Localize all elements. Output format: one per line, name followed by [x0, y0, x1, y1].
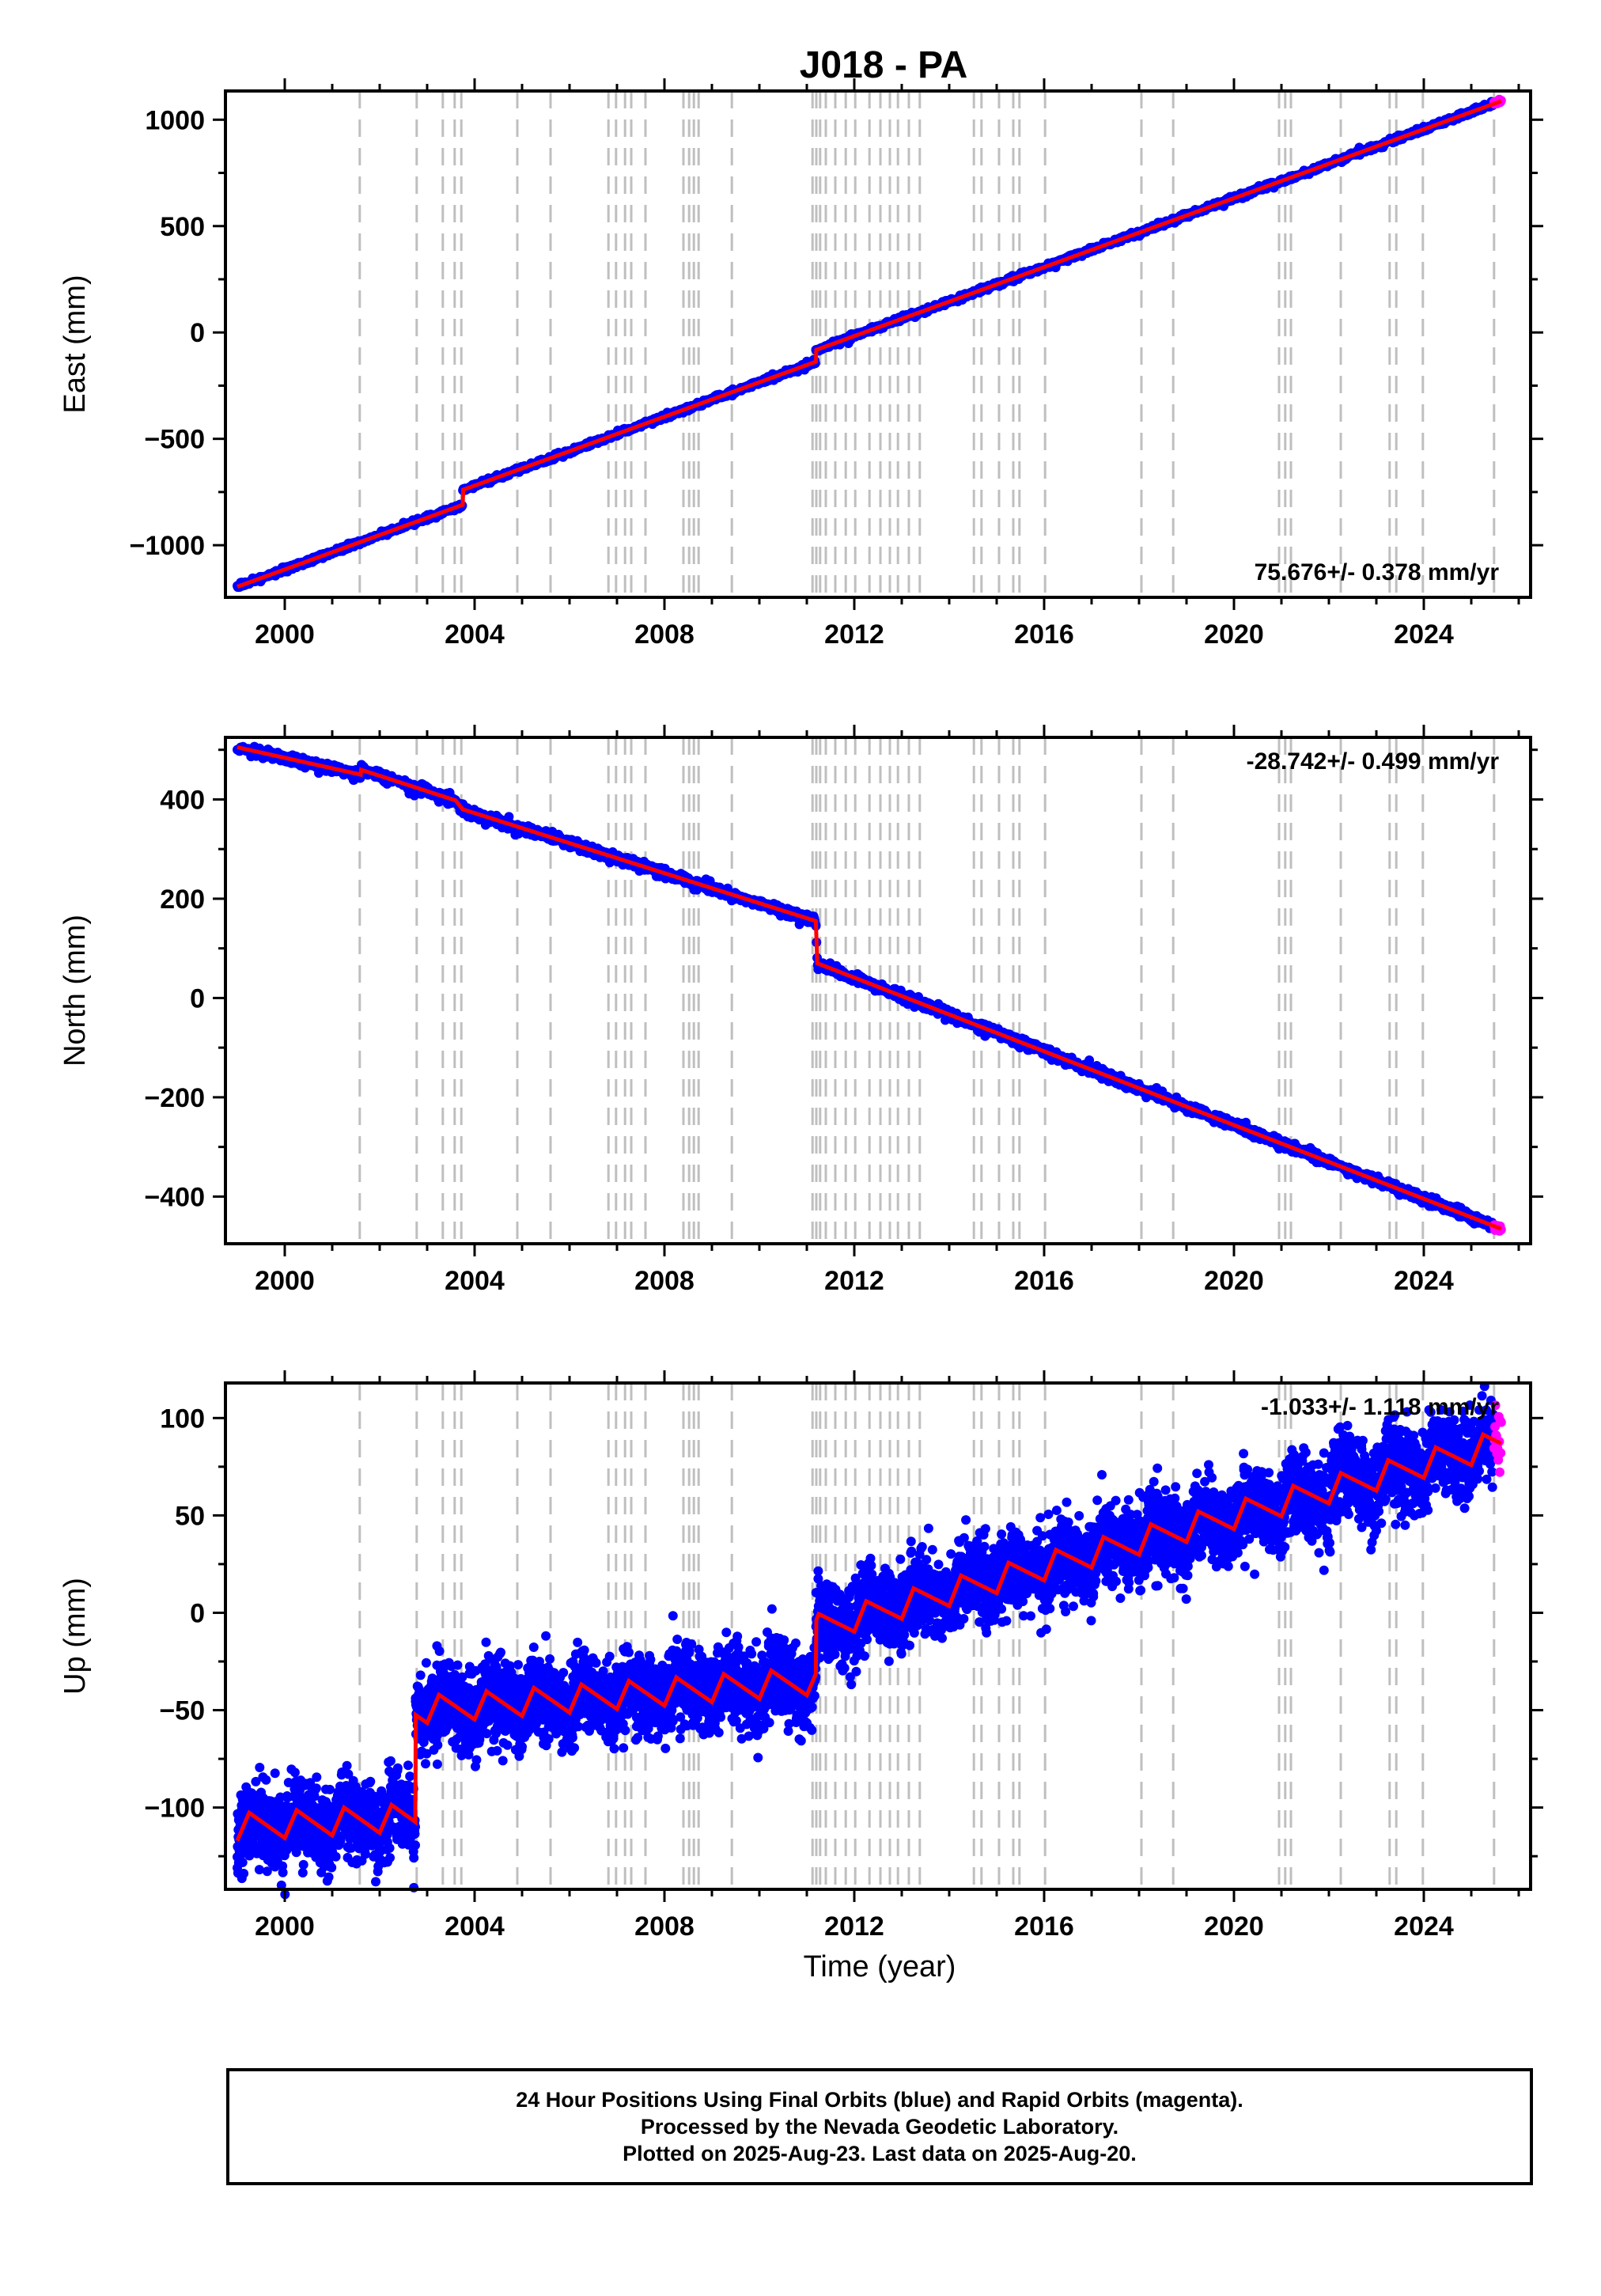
x-tick-label: 2024 — [1394, 1266, 1454, 1296]
y-tick-label: −400 — [144, 1182, 205, 1212]
rate-label: 75.676+/- 0.378 mm/yr — [1255, 559, 1500, 585]
y-tick-label: 0 — [190, 983, 205, 1013]
final-orbit-points — [233, 741, 1499, 1233]
y-tick-label: −200 — [144, 1083, 205, 1113]
x-tick-label: 2012 — [824, 619, 884, 650]
y-tick-label: 500 — [160, 212, 205, 242]
x-tick-label: 2004 — [445, 619, 505, 650]
x-tick-label: 2016 — [1014, 1266, 1074, 1296]
y-axis-label: North (mm) — [59, 915, 92, 1067]
x-tick-label: 2024 — [1394, 619, 1454, 650]
panel-up: 2000 2004 2008 2012 2016 2020 2024−100−5005010… — [59, 1370, 1543, 1942]
x-tick-label: 2004 — [445, 1266, 505, 1296]
data-point — [261, 1775, 271, 1785]
panels: 2000 2004 2008 2012 2016 2020 2024−1000−500050… — [59, 78, 1543, 1942]
y-tick-label: −1000 — [130, 531, 206, 561]
x-tick-label: 2016 — [1014, 619, 1074, 650]
panel-north: 2000 2004 2008 2012 2016 2020 2024 −400 −200 0 200… — [59, 725, 1543, 1296]
x-tick-label: 2000 — [255, 619, 315, 650]
x-tick-label: 2020 — [1204, 619, 1264, 650]
y-tick-label: 400 — [160, 785, 205, 815]
x-tick-label: 2000 — [255, 1266, 315, 1296]
data-point — [255, 1763, 265, 1772]
y-tick-label: 1000 — [145, 105, 205, 135]
data-point — [237, 1858, 248, 1867]
y-tick-label: −500 — [144, 425, 205, 455]
panel-east: 2000 2004 2008 2012 2016 2020 2024 −1000 −500 0 50… — [59, 78, 1543, 650]
x-tick-label: 2008 — [634, 1266, 695, 1296]
rate-label: -28.742+/- 0.499 mm/yr — [1247, 748, 1500, 775]
chart-title: J018 - PA — [800, 44, 968, 86]
x-tick-label: 2020 — [1204, 1266, 1264, 1296]
x-tick-label: 2008 — [634, 619, 695, 650]
final-orbit-points — [233, 1381, 1499, 1900]
x-tick-label: 2012 — [824, 1266, 884, 1296]
data-point — [270, 1768, 280, 1779]
y-tick-label: 200 — [160, 885, 205, 915]
data-point — [239, 1869, 249, 1878]
y-axis-label: East (mm) — [59, 275, 92, 413]
y-tick-label: 0 — [190, 318, 205, 348]
data-point — [254, 1865, 264, 1875]
